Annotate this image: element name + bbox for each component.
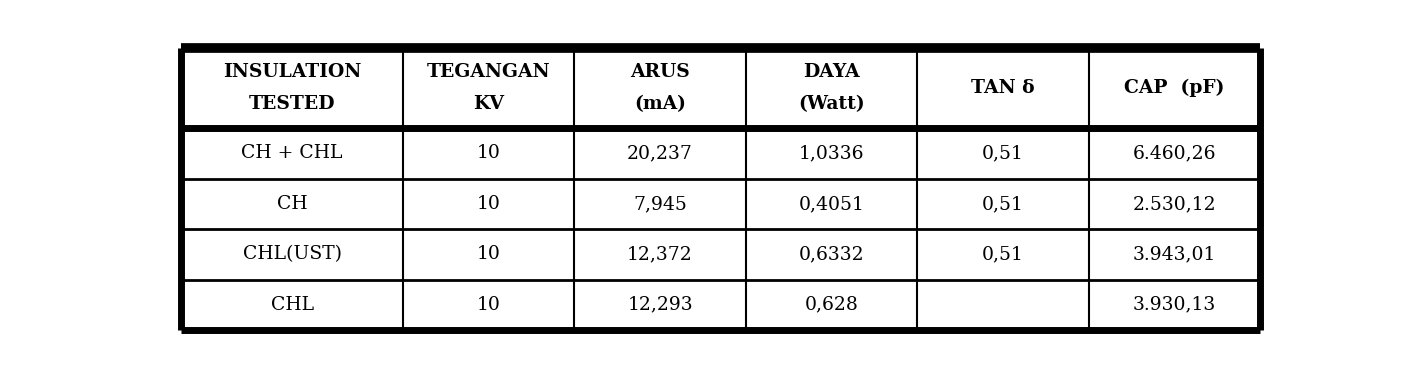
Text: 10: 10	[477, 245, 501, 263]
Text: 12,293: 12,293	[627, 296, 693, 314]
Text: TAN δ: TAN δ	[972, 79, 1035, 97]
Text: 0,51: 0,51	[981, 144, 1024, 162]
Text: TEGANGAN
KV: TEGANGAN KV	[427, 63, 551, 113]
Text: 0,628: 0,628	[804, 296, 859, 314]
Text: 10: 10	[477, 144, 501, 162]
Text: ARUS
(mA): ARUS (mA)	[630, 63, 690, 113]
Text: 10: 10	[477, 195, 501, 213]
Text: CHL(UST): CHL(UST)	[243, 245, 342, 263]
Text: 0,4051: 0,4051	[799, 195, 865, 213]
Text: 3.930,13: 3.930,13	[1133, 296, 1216, 314]
Text: 2.530,12: 2.530,12	[1132, 195, 1216, 213]
Text: 12,372: 12,372	[627, 245, 693, 263]
Text: 0,6332: 0,6332	[799, 245, 865, 263]
Text: 10: 10	[477, 296, 501, 314]
Text: 6.460,26: 6.460,26	[1132, 144, 1216, 162]
Text: 1,0336: 1,0336	[799, 144, 865, 162]
Text: CH: CH	[277, 195, 308, 213]
Text: INSULATION
TESTED: INSULATION TESTED	[224, 63, 361, 113]
Text: CH + CHL: CH + CHL	[242, 144, 343, 162]
Text: CAP  (pF): CAP (pF)	[1123, 79, 1225, 97]
Text: 20,237: 20,237	[627, 144, 693, 162]
Text: DAYA
(Watt): DAYA (Watt)	[799, 63, 865, 113]
Text: 7,945: 7,945	[633, 195, 688, 213]
Text: 3.943,01: 3.943,01	[1133, 245, 1216, 263]
Text: 0,51: 0,51	[981, 245, 1024, 263]
Text: CHL: CHL	[270, 296, 314, 314]
Text: 0,51: 0,51	[981, 195, 1024, 213]
